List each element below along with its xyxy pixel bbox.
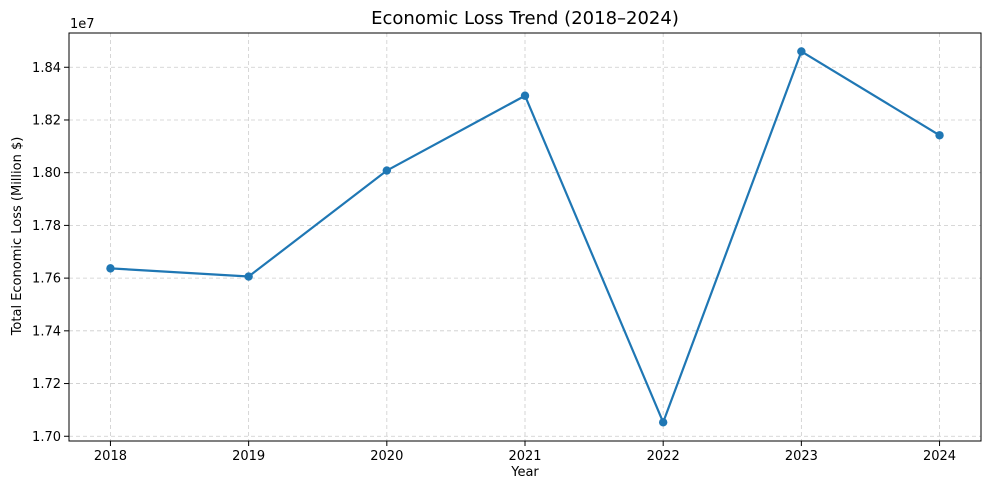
x-tick-label: 2019: [232, 449, 265, 464]
y-tick-label: 1.76: [32, 272, 61, 287]
x-axis-label: Year: [510, 465, 539, 480]
y-tick-label: 1.78: [32, 219, 61, 234]
x-tick-label: 2023: [785, 449, 818, 464]
data-point: [797, 47, 806, 56]
axis-ticks: 2018 2019 2020 2021 2022 2023 2024 1.70 1.72 1.74…: [32, 61, 956, 464]
data-point: [658, 418, 668, 427]
x-tick-label: 2020: [370, 449, 403, 464]
data-point: [382, 166, 392, 175]
x-tick-label: 2018: [94, 449, 127, 464]
series-group: [106, 47, 944, 427]
x-tick-label: 2022: [647, 449, 680, 464]
y-axis-label: Total Economic Loss (Million $): [10, 137, 25, 337]
y-tick-label: 1.80: [32, 166, 61, 181]
data-point: [935, 131, 944, 140]
y-axis-offset-label: 1e7: [70, 17, 95, 32]
data-point: [244, 272, 253, 281]
data-point: [106, 264, 115, 273]
chart-title: Economic Loss Trend (2018–2024): [371, 8, 679, 29]
y-tick-label: 1.72: [32, 377, 61, 392]
data-point: [520, 91, 530, 100]
x-tick-label: 2021: [508, 449, 541, 464]
y-tick-label: 1.74: [32, 324, 61, 339]
plot-frame: [68, 32, 982, 442]
x-tick-label: 2024: [923, 449, 956, 464]
y-tick-label: 1.70: [32, 430, 61, 445]
y-tick-label: 1.84: [32, 61, 61, 76]
y-tick-label: 1.82: [32, 113, 61, 128]
